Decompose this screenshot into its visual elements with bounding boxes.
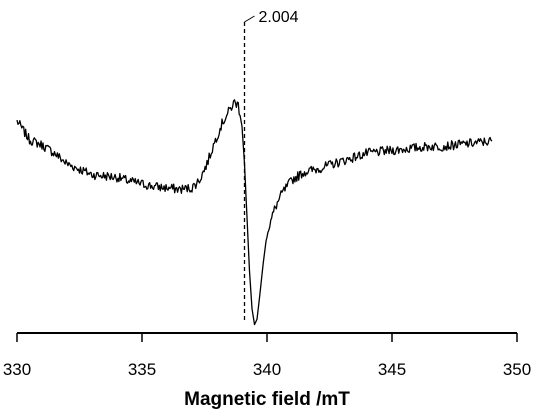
g-factor-label: 2.004 [259,9,299,26]
g-factor-leader-line [244,15,255,23]
x-tick-label: 335 [128,360,156,379]
g-factor-marker: 2.004 [243,9,299,323]
x-axis-ticks: 330 335 340 345 350 [3,333,531,379]
spectrum-line [16,99,493,326]
x-tick-label: 340 [253,360,281,379]
x-tick-label: 330 [3,360,31,379]
x-tick-label: 345 [378,360,406,379]
x-tick-label: 350 [503,360,531,379]
plot-area [16,99,493,326]
x-axis-title: Magnetic field /mT [184,389,350,410]
